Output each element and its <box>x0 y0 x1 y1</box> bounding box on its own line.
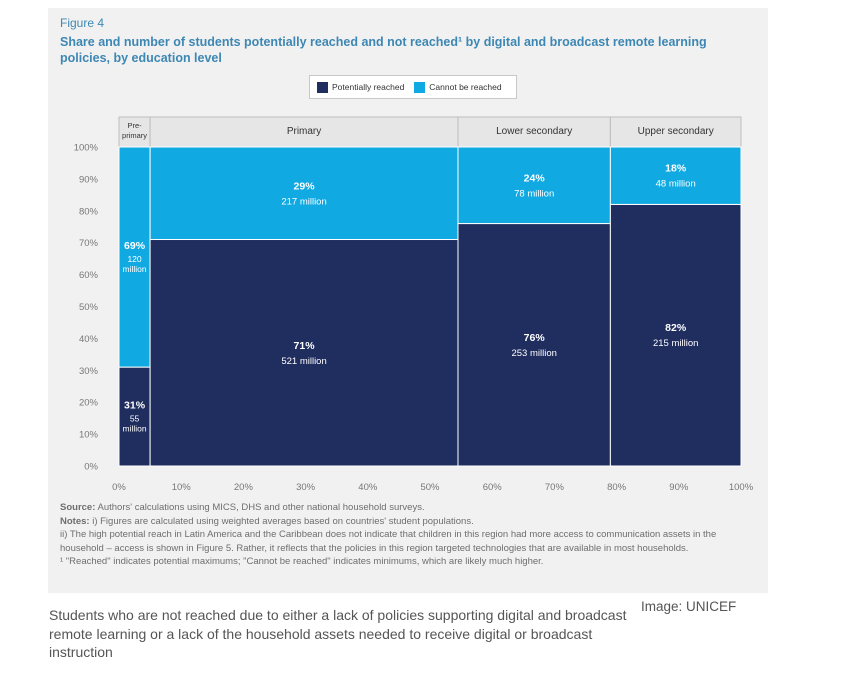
data-label-value: 215 million <box>653 338 698 349</box>
bar-segment <box>149 146 459 241</box>
chart-legend: Potentially reached Cannot be reached <box>309 75 517 99</box>
bar-segment <box>609 203 742 467</box>
y-tick-label: 60% <box>79 270 99 281</box>
image-caption: Students who are not reached due to eith… <box>49 607 627 660</box>
y-tick-label: 80% <box>79 206 99 217</box>
category-header-primary <box>149 116 459 148</box>
y-tick-label: 10% <box>79 430 99 441</box>
x-tick-label: 90% <box>669 482 689 493</box>
x-tick-label: 30% <box>296 482 316 493</box>
legend-label-not-reached: Cannot be reached <box>429 82 502 92</box>
source-label: Source: <box>60 502 96 513</box>
data-label-value: million <box>123 264 147 274</box>
y-tick-label: 100% <box>74 143 99 154</box>
y-tick-label: 0% <box>84 462 98 473</box>
data-label-value: 217 million <box>281 196 326 207</box>
category-header-pre-primary <box>118 116 151 148</box>
notes-line: Notes: i) Figures are calculated using w… <box>60 515 760 529</box>
x-tick-label: 80% <box>607 482 627 493</box>
data-label-value: 521 million <box>281 356 326 367</box>
bar-segment <box>457 146 611 225</box>
y-tick-label: 70% <box>79 238 99 249</box>
source-line: Source: Authors' calculations using MICS… <box>60 501 760 515</box>
y-tick-label: 50% <box>79 302 99 313</box>
y-tick-label: 30% <box>79 366 99 377</box>
data-label-percent: 29% <box>294 180 316 192</box>
data-label-value: 253 million <box>511 348 556 359</box>
x-tick-label: 20% <box>234 482 254 493</box>
x-tick-label: 10% <box>172 482 192 493</box>
y-tick-label: 90% <box>79 174 99 185</box>
x-tick-label: 100% <box>729 482 754 493</box>
figure-label: Figure 4 <box>60 16 105 30</box>
data-label-percent: 82% <box>665 322 687 334</box>
category-label-upper-secondary: Upper secondary <box>638 126 714 137</box>
data-label-value: 48 million <box>656 179 696 190</box>
source-text: Authors' calculations using MICS, DHS an… <box>97 502 425 513</box>
y-tick-label: 20% <box>79 398 99 409</box>
data-label-percent: 69% <box>124 240 146 252</box>
category-header-lower-secondary <box>457 116 611 148</box>
category-label-pre-primary: primary <box>122 131 147 140</box>
data-label-percent: 18% <box>665 163 687 175</box>
note-i: i) Figures are calculated using weighted… <box>92 515 474 527</box>
category-label-lower-secondary: Lower secondary <box>496 126 572 137</box>
image-credit: Image: UNICEF <box>641 599 737 614</box>
data-label-percent: 71% <box>294 340 316 352</box>
legend-label-reached: Potentially reached <box>332 82 405 92</box>
chart-notes: Source: Authors' calculations using MICS… <box>60 501 760 569</box>
category-header-upper-secondary <box>609 116 742 148</box>
legend-swatch-reached <box>317 81 328 93</box>
note-ii: ii) The high potential reach in Latin Am… <box>60 529 717 554</box>
bar-segment <box>149 239 459 467</box>
data-label-value: 120 <box>127 254 141 264</box>
bar-segment <box>118 146 151 368</box>
x-tick-label: 50% <box>420 482 440 493</box>
category-label-pre-primary: Pre- <box>127 121 142 130</box>
x-tick-label: 60% <box>483 482 503 493</box>
data-label-percent: 76% <box>524 332 546 344</box>
notes-label: Notes: <box>60 515 90 527</box>
footnote: ¹ "Reached" indicates potential maximums… <box>60 556 544 567</box>
x-tick-label: 0% <box>112 482 126 493</box>
data-label-value: 78 million <box>514 188 554 199</box>
y-tick-label: 40% <box>79 334 99 345</box>
data-label-value: million <box>123 424 147 434</box>
data-label-percent: 24% <box>524 172 546 184</box>
legend-item-reached: Potentially reached <box>317 81 405 93</box>
bar-segment <box>609 146 742 205</box>
legend-item-not-reached: Cannot be reached <box>414 81 502 93</box>
bar-segment <box>457 223 611 467</box>
legend-swatch-not-reached <box>414 81 426 93</box>
data-label-value: 55 <box>130 414 140 424</box>
data-label-percent: 31% <box>124 400 146 412</box>
category-label-primary: Primary <box>287 126 321 137</box>
chart-title: Share and number of students potentially… <box>60 35 707 65</box>
x-tick-label: 40% <box>358 482 378 493</box>
x-tick-label: 70% <box>545 482 565 493</box>
